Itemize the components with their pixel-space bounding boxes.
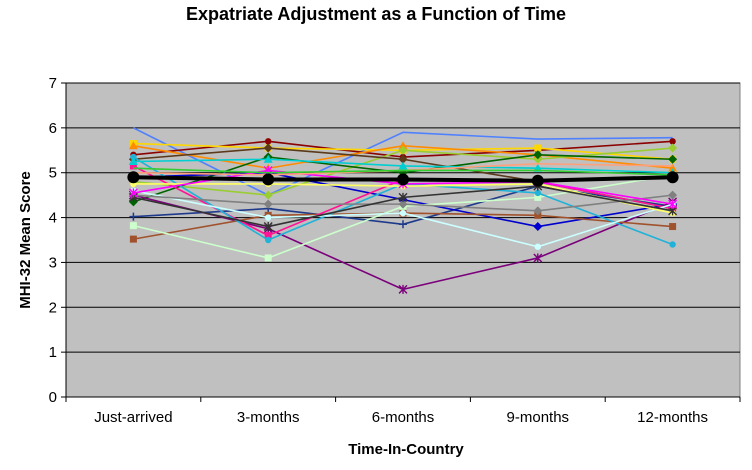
axes: 0 1 2 3 4 5 6 7 Just-arrived 3-months 6-months 9-mo…: [49, 75, 741, 426]
data-point: [129, 235, 137, 243]
series-23: [133, 167, 673, 176]
data-point: [263, 154, 273, 163]
x-tick-label: 9-months: [507, 409, 570, 426]
data-point: [263, 222, 273, 232]
data-point: [666, 171, 679, 184]
y-tick-label: 0: [49, 389, 57, 406]
data-point: [398, 161, 408, 170]
data-point: [668, 190, 678, 200]
plot-area: [65, 82, 741, 398]
data-point: [398, 141, 408, 150]
data-point: [668, 199, 678, 209]
data-point: [398, 284, 408, 294]
data-point: [397, 173, 409, 186]
x-tick-label: 6-months: [372, 409, 435, 426]
data-point: [265, 138, 272, 145]
data-point: [128, 141, 138, 150]
data-point: [127, 171, 140, 184]
data-point: [534, 144, 542, 152]
data-point: [533, 206, 543, 216]
y-tick-label: 4: [49, 210, 57, 227]
y-tick-label: 6: [49, 120, 57, 137]
data-point: [263, 190, 273, 200]
data-point: [398, 192, 408, 202]
data-point: [263, 143, 273, 153]
y-tick-label: 2: [49, 299, 57, 316]
data-point: [668, 143, 678, 153]
data-point: [399, 220, 407, 229]
data-point: [265, 214, 272, 221]
data-point: [264, 232, 272, 240]
y-tick-label: 1: [49, 344, 57, 361]
y-tick-label: 7: [49, 75, 57, 92]
data-point: [398, 145, 408, 155]
series-1: [127, 171, 679, 187]
data-point: [533, 253, 543, 263]
data-point: [668, 163, 678, 172]
y-tick-label: 3: [49, 254, 57, 271]
data-point: [669, 223, 677, 231]
series-line: [133, 167, 673, 176]
y-axis-title: MHI-32 Mean Score: [17, 171, 34, 309]
data-point: [534, 189, 541, 197]
data-point: [129, 212, 138, 221]
data-point: [129, 162, 137, 170]
data-point: [264, 254, 272, 262]
data-point: [129, 222, 137, 230]
series-layer: [127, 127, 679, 294]
data-point: [263, 199, 273, 209]
data-point: [534, 243, 541, 250]
data-point: [531, 174, 544, 187]
data-point: [668, 154, 678, 164]
y-tick-label: 5: [49, 165, 57, 182]
x-axis-title: Time-In-Country: [348, 441, 464, 458]
data-point: [669, 241, 676, 248]
x-tick-label: 12-months: [637, 409, 708, 426]
x-tick-label: 3-months: [237, 409, 300, 426]
data-point: [533, 222, 543, 232]
data-point: [399, 209, 407, 217]
data-point: [398, 154, 408, 164]
x-tick-label: Just-arrived: [94, 409, 172, 426]
data-point: [534, 193, 542, 201]
data-point: [128, 157, 138, 165]
data-point: [128, 188, 138, 198]
series-18: [128, 190, 678, 216]
data-point: [262, 173, 275, 186]
data-point: [398, 199, 408, 209]
chart-title: Expatriate Adjustment as a Function of T…: [185, 4, 567, 24]
data-point: [533, 150, 543, 160]
data-point: [265, 236, 272, 244]
data-point: [669, 138, 676, 145]
